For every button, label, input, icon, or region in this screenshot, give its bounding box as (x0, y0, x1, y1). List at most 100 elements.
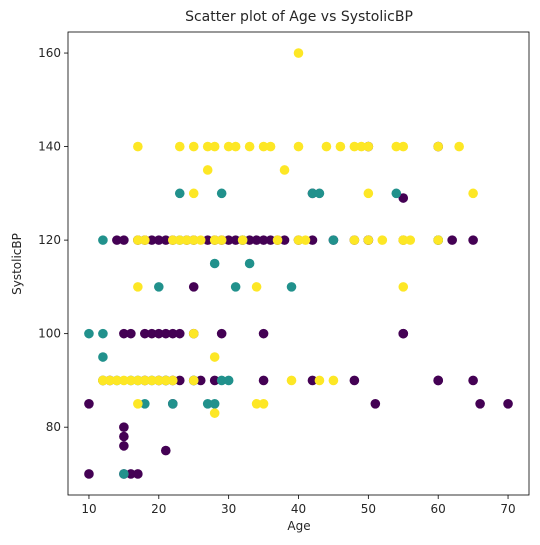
data-point (209, 258, 220, 269)
data-point (195, 375, 206, 386)
data-point (133, 469, 143, 479)
data-point (356, 141, 367, 152)
data-point (174, 375, 185, 386)
data-point (188, 282, 199, 292)
data-point (119, 431, 129, 442)
data-point (202, 165, 213, 175)
data-point (188, 328, 199, 339)
data-point (216, 235, 227, 245)
data-point (133, 141, 143, 152)
data-point (140, 375, 150, 386)
data-point (167, 235, 178, 245)
data-point (174, 188, 185, 199)
data-point (140, 328, 150, 339)
data-point (140, 235, 150, 245)
data-point (147, 375, 157, 386)
data-point (300, 235, 311, 245)
data-point (98, 328, 108, 339)
x-axis: 10 20 30 40 50 60 70 (81, 495, 516, 516)
data-point (230, 282, 241, 292)
data-point (174, 141, 185, 152)
data-point (188, 375, 199, 386)
data-point (167, 399, 178, 409)
data-point (433, 375, 444, 386)
y-tick-label: 140 (38, 140, 61, 154)
y-axis: 80 100 120 140 160 (38, 46, 68, 434)
data-points (84, 48, 513, 479)
x-tick-label: 70 (500, 502, 515, 516)
data-point (216, 375, 227, 386)
data-point (398, 328, 409, 339)
data-point (251, 399, 262, 409)
data-point (328, 375, 339, 386)
data-point (160, 445, 171, 456)
y-tick-label: 100 (38, 327, 61, 341)
data-point (223, 375, 234, 386)
data-point (84, 469, 94, 479)
data-point (286, 282, 297, 292)
data-point (209, 399, 220, 409)
data-point (209, 141, 220, 152)
data-point (202, 141, 213, 152)
data-point (349, 235, 360, 245)
data-point (433, 235, 444, 245)
data-point (209, 408, 220, 418)
data-point (293, 141, 304, 152)
data-point (237, 235, 248, 245)
data-point (363, 188, 374, 199)
data-point (258, 375, 269, 386)
data-point (314, 188, 325, 199)
data-point (147, 235, 157, 245)
data-point (174, 328, 185, 339)
data-point (230, 235, 241, 245)
data-point (244, 258, 255, 269)
data-point (391, 141, 402, 152)
data-point (265, 141, 276, 152)
data-point (349, 375, 360, 386)
data-point (503, 399, 513, 409)
data-point (119, 469, 129, 479)
data-point (398, 141, 409, 152)
data-point (279, 165, 290, 175)
data-point (286, 375, 297, 386)
data-point (98, 352, 108, 362)
data-point (188, 188, 199, 199)
data-point (181, 235, 192, 245)
x-tick-label: 20 (151, 502, 166, 516)
data-point (202, 235, 213, 245)
data-point (160, 375, 171, 386)
y-tick-label: 80 (46, 420, 61, 434)
data-point (244, 235, 255, 245)
data-point (468, 188, 478, 199)
data-point (126, 469, 136, 479)
plot-area (67, 31, 530, 496)
data-point (251, 282, 262, 292)
data-point (209, 375, 220, 386)
data-point (154, 282, 164, 292)
data-point (272, 235, 283, 245)
data-point (468, 375, 478, 386)
data-point (119, 235, 129, 245)
chart-title: Scatter plot of Age vs SystolicBP (185, 9, 413, 25)
data-point (154, 375, 164, 386)
data-point (160, 328, 171, 339)
data-point (209, 235, 220, 245)
data-point (202, 399, 213, 409)
data-point (126, 328, 136, 339)
data-point (475, 399, 485, 409)
data-point (105, 375, 115, 386)
data-point (447, 235, 457, 245)
data-point (314, 375, 325, 386)
data-point (335, 141, 346, 152)
data-point (363, 235, 374, 245)
data-point (119, 328, 129, 339)
data-point (147, 328, 157, 339)
data-point (258, 141, 269, 152)
data-point (167, 375, 178, 386)
data-point (391, 188, 402, 199)
data-point (167, 328, 178, 339)
data-point (328, 235, 339, 245)
data-point (223, 235, 234, 245)
data-point (230, 141, 241, 152)
